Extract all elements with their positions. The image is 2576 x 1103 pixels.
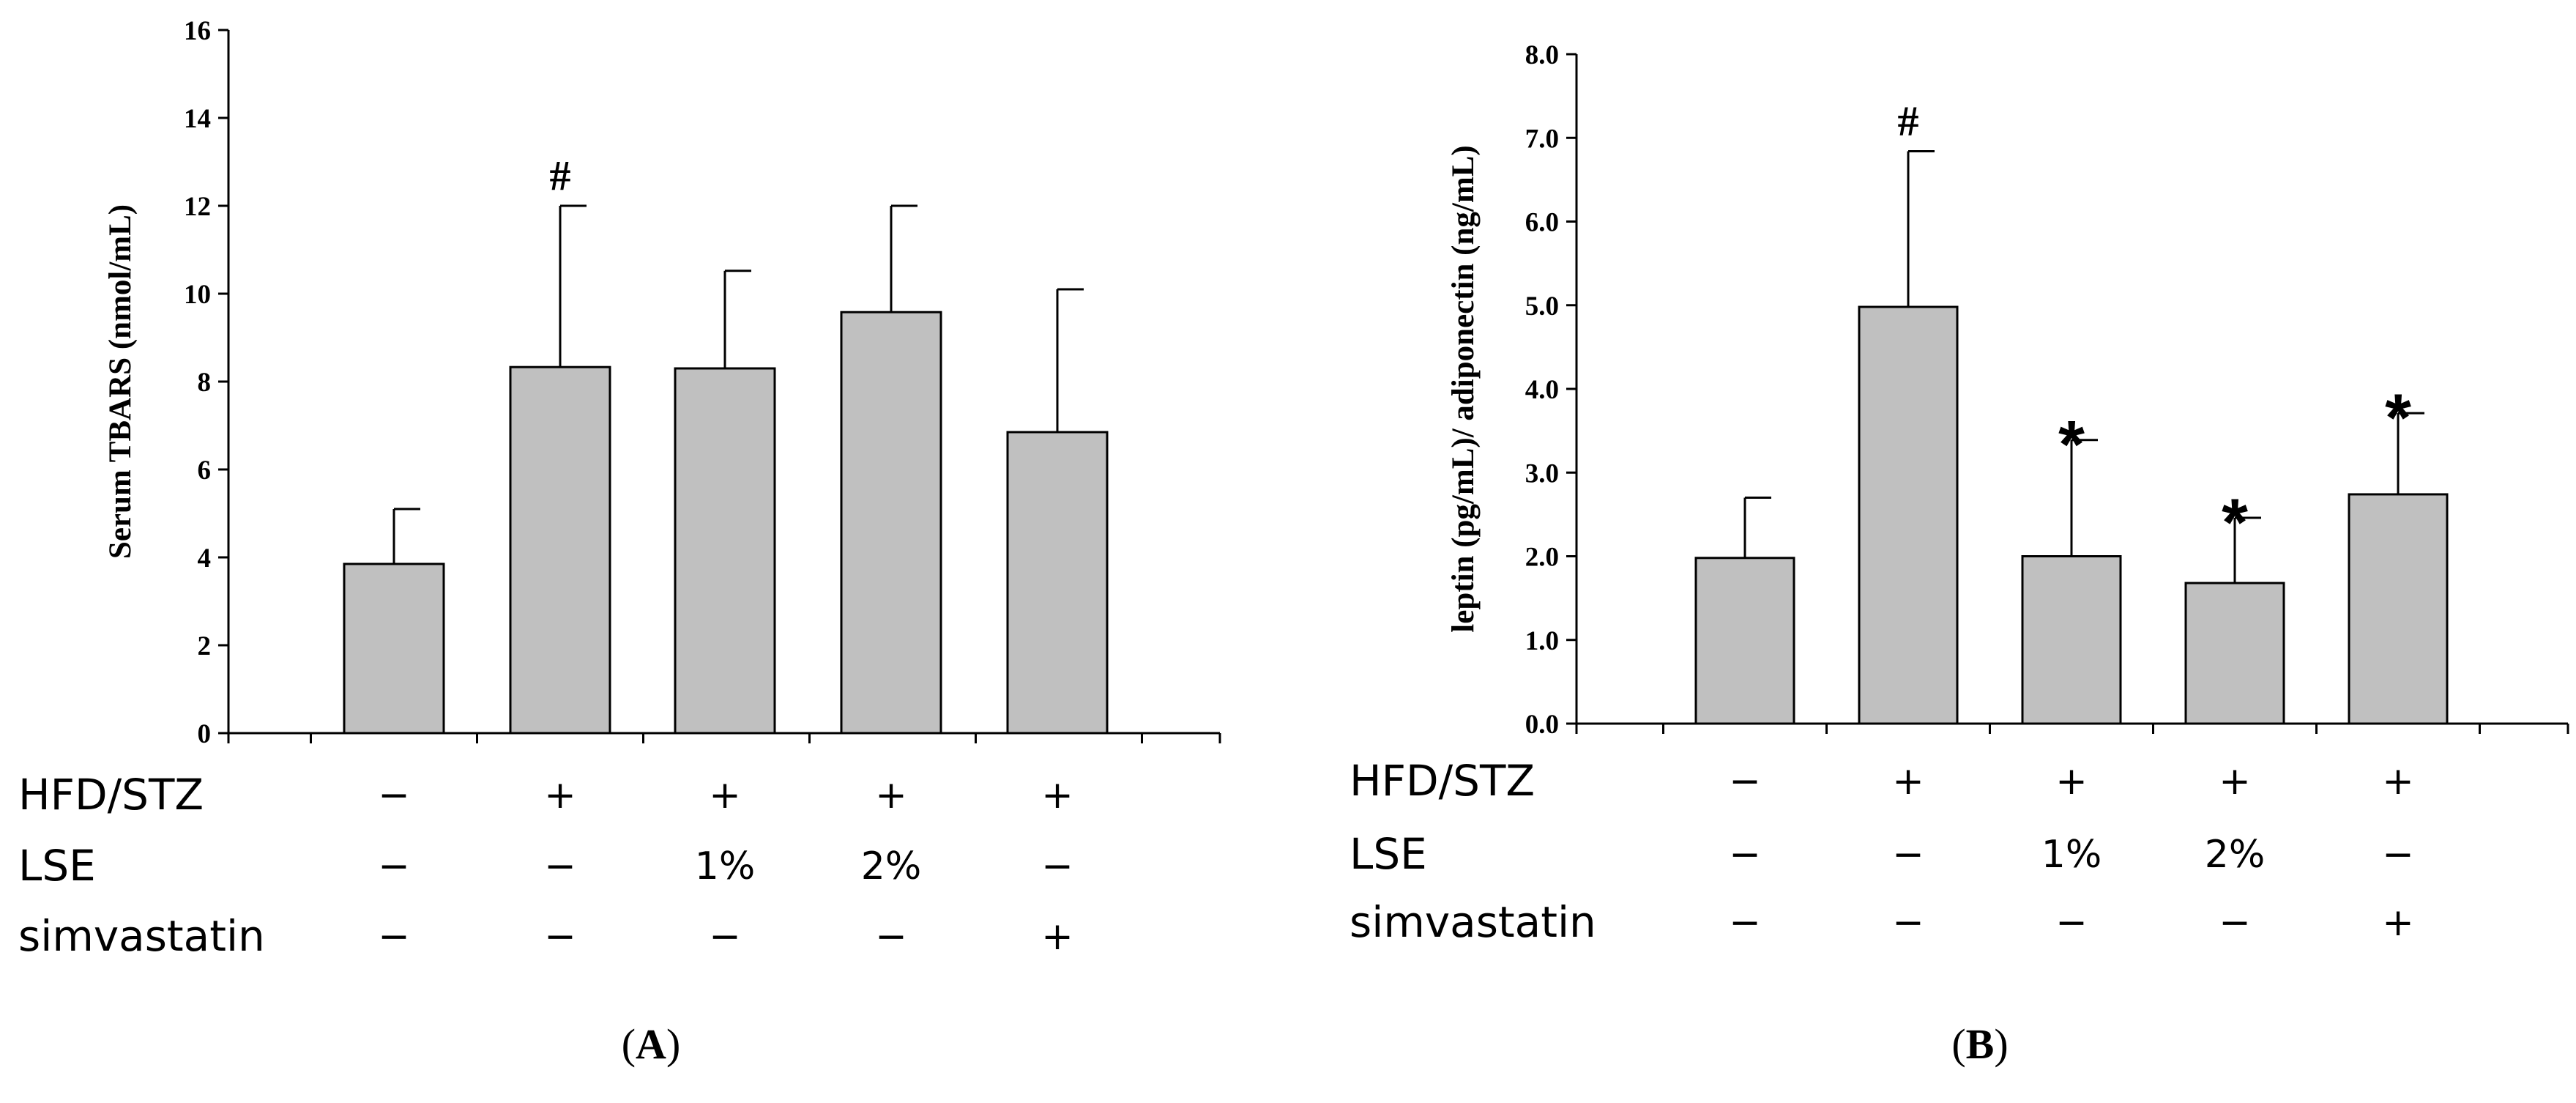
condition-label: simvastatin: [1350, 897, 1596, 947]
condition-value: −: [1041, 844, 1073, 888]
condition-value: +: [2382, 760, 2414, 803]
y-tick-label: 6.0: [1525, 208, 1559, 238]
condition-value: −: [2219, 901, 2251, 945]
condition-value: +: [2055, 760, 2088, 803]
condition-label: HFD/STZ: [18, 770, 204, 820]
y-axis-label: leptin (pg/mL)/ adiponectin (ng/mL): [1446, 145, 1481, 632]
y-tick-label: 14: [184, 104, 211, 134]
bar: [1006, 431, 1109, 735]
condition-value: −: [2055, 901, 2088, 945]
panel-b: 0.0 1.0 2.0 3.0 4.0 5.0 6.0 7.0 8.0 leptin (pg/mL…: [1350, 40, 2569, 1068]
panel-a: 0 2 4 6 8 10 12 14 16 Serum TBARS (nmol/mL) # HFD/S…: [18, 16, 1221, 1068]
condition-value: +: [544, 773, 576, 817]
significance-hash: #: [550, 152, 571, 199]
y-tick-label: 12: [184, 192, 211, 222]
panel-label: (A): [622, 1020, 681, 1068]
bar: [343, 562, 445, 735]
bar: [2348, 493, 2449, 725]
condition-value: +: [1041, 915, 1073, 959]
bar: [1858, 305, 1959, 725]
y-tick-label: 2.0: [1525, 543, 1559, 573]
condition-label: HFD/STZ: [1350, 756, 1535, 806]
condition-value: +: [1041, 773, 1073, 817]
condition-value: −: [1892, 833, 1924, 877]
condition-value: −: [378, 773, 410, 817]
condition-value: −: [544, 844, 576, 888]
condition-value: −: [544, 915, 576, 959]
y-tick-label: 2: [198, 631, 212, 661]
condition-value: +: [875, 773, 907, 817]
y-tick-label: 8.0: [1525, 40, 1559, 70]
bar: [2021, 555, 2122, 725]
condition-value: −: [1892, 901, 1924, 945]
y-tick-label: 7.0: [1525, 124, 1559, 154]
significance-star: *: [2222, 486, 2248, 560]
y-tick-label: 4: [198, 543, 212, 573]
panel-label: (B): [1951, 1020, 2008, 1068]
y-tick-label: 5.0: [1525, 291, 1559, 322]
condition-value: −: [875, 915, 907, 959]
condition-value: +: [2219, 760, 2251, 803]
condition-value: −: [378, 915, 410, 959]
condition-value: 1%: [695, 844, 756, 888]
y-axis-label: Serum TBARS (nmol/mL): [103, 204, 138, 559]
significance-hash: #: [1898, 97, 1919, 145]
condition-value: 2%: [2205, 833, 2266, 877]
condition-value: −: [709, 915, 741, 959]
condition-value: +: [1892, 760, 1924, 803]
y-tick-label: 6: [198, 456, 212, 486]
bar: [840, 311, 942, 735]
significance-star: *: [2385, 381, 2411, 456]
bar: [674, 367, 776, 735]
condition-value: −: [378, 844, 410, 888]
y-tick-label: 10: [184, 280, 211, 310]
condition-value: −: [1729, 760, 1761, 803]
y-tick-label: 0: [198, 719, 212, 749]
y-tick-label: 1.0: [1525, 626, 1559, 656]
y-tick-label: 0.0: [1525, 710, 1559, 740]
y-tick-label: 3.0: [1525, 458, 1559, 489]
condition-value: +: [709, 773, 741, 817]
condition-value: −: [2382, 833, 2414, 877]
condition-value: +: [2382, 901, 2414, 945]
condition-value: −: [1729, 901, 1761, 945]
significance-star: *: [2058, 408, 2085, 483]
bar: [1694, 557, 1795, 725]
condition-value: −: [1729, 833, 1761, 877]
condition-label: LSE: [18, 841, 96, 891]
bar: [509, 365, 611, 735]
y-tick-label: 8: [198, 368, 212, 398]
y-tick-label: 4.0: [1525, 375, 1559, 405]
condition-value: 1%: [2041, 833, 2102, 877]
condition-label: simvastatin: [18, 911, 265, 961]
condition-value: 2%: [861, 844, 922, 888]
bar: [2184, 582, 2285, 725]
y-tick-label: 16: [184, 16, 211, 46]
condition-label: LSE: [1350, 829, 1427, 879]
